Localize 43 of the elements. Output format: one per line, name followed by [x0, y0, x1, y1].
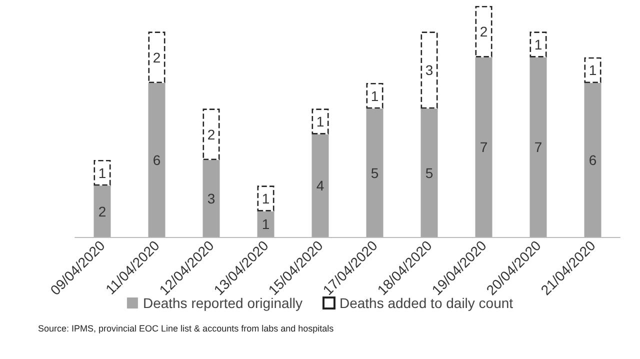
bar [312, 134, 329, 237]
bar [148, 83, 166, 237]
data-label: 6 [588, 152, 597, 168]
bar [94, 160, 111, 186]
data-label: 1 [316, 114, 324, 130]
bar [366, 108, 384, 237]
data-label: 6 [152, 152, 161, 168]
bar [530, 32, 547, 58]
data-label: 1 [370, 88, 379, 104]
data-label: 2 [98, 203, 106, 220]
data-label: 3 [425, 62, 434, 78]
bar [202, 160, 220, 237]
data-label: 1 [262, 190, 270, 206]
bar [202, 108, 220, 160]
source-note: Source: IPMS, provincial EOC Line list & accounts from labs and hospitals [38, 324, 334, 334]
data-label: 4 [316, 178, 324, 194]
data-label: 1 [98, 164, 106, 181]
data-label: 5 [425, 164, 434, 181]
bar [584, 83, 602, 237]
bar [584, 57, 602, 83]
bar [312, 108, 329, 134]
bar [366, 83, 384, 109]
data-label: 1 [588, 62, 597, 78]
data-label: 7 [534, 139, 542, 156]
legend-label: Deaths added to daily count [339, 295, 514, 311]
legend-label: Deaths reported originally [142, 295, 302, 311]
data-label: 7 [480, 139, 488, 156]
data-label: 3 [207, 190, 216, 206]
data-label: 2 [207, 126, 216, 142]
bar [257, 186, 274, 212]
bar [257, 211, 274, 237]
data-label: 5 [370, 164, 379, 181]
data-label: 2 [480, 24, 488, 40]
bar [94, 186, 111, 237]
bar [420, 108, 438, 237]
bar [475, 57, 492, 237]
data-label: 2 [152, 49, 161, 66]
data-label: 1 [534, 36, 542, 52]
bar [148, 32, 166, 83]
data-label: 1 [262, 216, 270, 232]
bar [475, 6, 492, 58]
bar [530, 57, 547, 237]
bar [420, 32, 438, 109]
